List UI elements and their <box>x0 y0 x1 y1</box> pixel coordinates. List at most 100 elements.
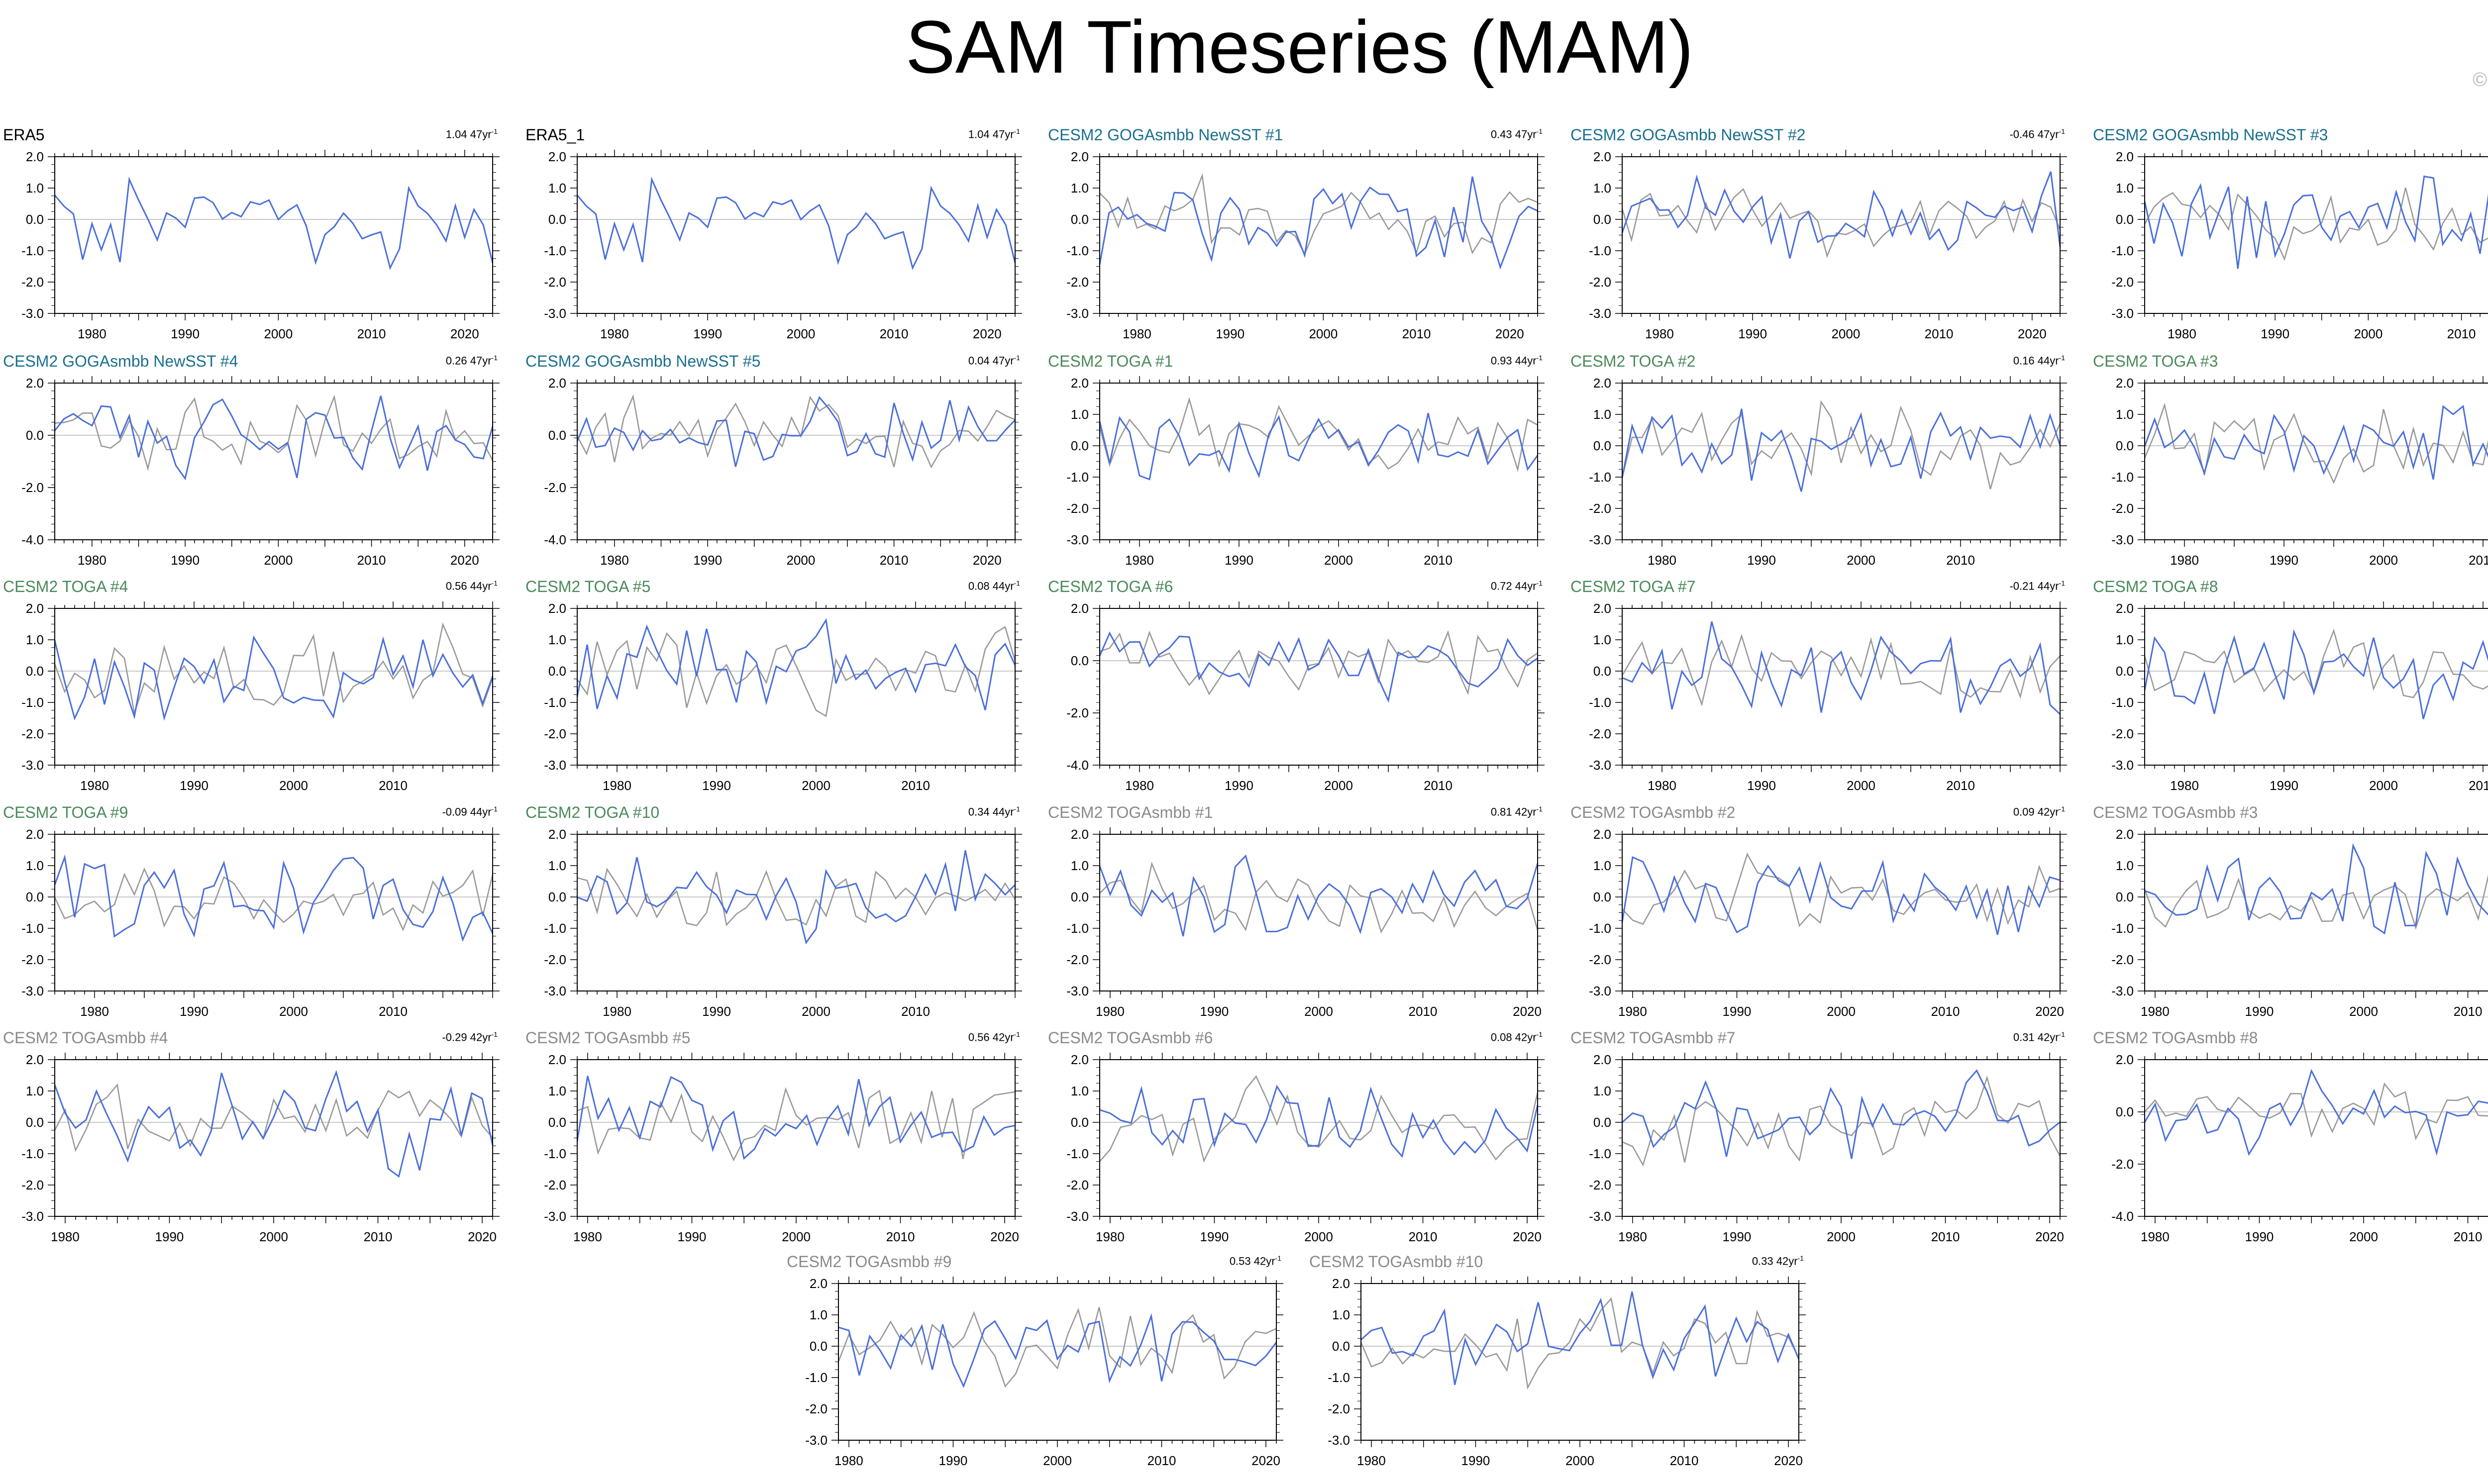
sam-panel: CESM2 TOGAsmbb #3-0.21 42yr-119801990200… <box>2090 804 2488 1023</box>
sam-panel: CESM2 GOGAsmbb NewSST #2 -0.46 47yr-1 1980… <box>1567 127 2067 346</box>
panel-title: CESM2 GOGAsmbb NewSST #3 <box>2093 126 2328 144</box>
x-tick-label: 1990 <box>1216 326 1244 341</box>
panel-plot: 1980 1990 2000 2010 2.0 1.0 0.0 -1.0 -2.0 -3.0 <box>1589 601 2067 793</box>
y-tick-label: -2.0 <box>21 726 44 741</box>
x-tick-label: 2020 <box>1495 326 1524 341</box>
x-tick-label: 2020 <box>2018 326 2047 341</box>
ensemble-mean-line <box>1621 633 2061 707</box>
plot-frame <box>1099 834 1538 991</box>
plot-frame <box>1622 156 2061 314</box>
y-tick-label: 2.0 <box>1593 149 1611 164</box>
sam-series-line <box>2144 404 2488 480</box>
sam-panel: CESM2 TOGAsmbb #4 -0.29 42yr-1 1980 1990 200… <box>0 1030 500 1249</box>
sam-panel: CESM2 TOGA #9 -0.09 44yr-1 1980 1990 2000 201… <box>0 803 500 1023</box>
y-tick-label: 0.0 <box>2116 438 2134 453</box>
y-tick-label: -2.0 <box>1066 705 1089 720</box>
x-tick-label: 2000 <box>802 778 830 793</box>
y-tick-label: -2.0 <box>1066 275 1089 290</box>
x-tick-label: 1980 <box>1618 1004 1647 1019</box>
panel-title: ERA5 <box>3 126 45 144</box>
y-tick-label: -3.0 <box>21 1209 44 1224</box>
x-tick-label: 1980 <box>600 553 629 568</box>
sam-panel: CESM2 TOGAsmbb #2 0.09 42yr-1 1980 1990 2000… <box>1567 804 2067 1023</box>
ensemble-mean-line <box>1621 188 2061 258</box>
x-tick-label: 1990 <box>1738 326 1767 341</box>
y-tick-label: -1.0 <box>1066 1146 1089 1161</box>
panel-title: CESM2 TOGA #9 <box>3 803 128 821</box>
sam-series-line <box>1621 856 2061 935</box>
y-tick-label: 0.0 <box>2116 890 2134 904</box>
y-tick-label: -2.0 <box>21 275 44 290</box>
panel-title: CESM2 TOGA #5 <box>525 578 651 595</box>
plot-frame <box>54 156 493 314</box>
y-tick-label: 1.0 <box>548 181 566 196</box>
panel-title: CESM2 TOGAsmbb #8 <box>2093 1029 2258 1047</box>
x-tick-label: 2010 <box>2469 778 2488 793</box>
y-tick-label: 0.0 <box>548 890 566 904</box>
y-tick-label: 1.0 <box>548 858 566 873</box>
x-tick-label: 2020 <box>1513 1229 1542 1244</box>
x-tick-label: 1980 <box>834 1453 863 1468</box>
sam-series-line <box>576 176 1016 270</box>
y-tick-label: 2.0 <box>1071 827 1089 842</box>
x-tick-label: 2010 <box>357 553 386 568</box>
panel-plot: 1980 1990 2000 2010 2020 2.0 1.0 0.0 -1.0 -2.0 -3.… <box>1066 827 1545 1019</box>
y-tick-label: -1.0 <box>1589 695 1611 710</box>
x-tick-label: 2020 <box>973 326 1002 341</box>
page-title: SAM Timeseries (MAM) <box>905 5 1694 89</box>
x-tick-label: 2010 <box>1424 778 1452 793</box>
panel-trend: -0.21 44yr-1 <box>2009 579 2065 593</box>
y-tick-label: 1.0 <box>1593 858 1611 873</box>
sam-series-line <box>1621 408 2061 492</box>
y-tick-label: -2.0 <box>21 1178 44 1192</box>
x-tick-label: 2010 <box>1946 553 1975 568</box>
panel-plot: 1980 1990 2000 2010 2.0 1.0 0.0 -1.0 -2.0 -3.0 <box>21 827 500 1019</box>
y-tick-label: -1.0 <box>1066 470 1089 485</box>
sam-panel: CESM2 TOGA #1 0.93 44yr-1 1980 1990 2000 2010… <box>1045 353 1545 572</box>
panel-plot: 1980 1990 2000 2010 2.0 1.0 0.0 -1.0 -2.0 -3.0 <box>1066 376 1545 568</box>
panel-title: CESM2 TOGAsmbb #3 <box>2093 803 2258 821</box>
x-tick-label: 2010 <box>1670 1453 1699 1468</box>
plot-frame <box>2144 156 2488 314</box>
y-tick-label: -1.0 <box>21 695 44 710</box>
plot-frame <box>54 608 493 766</box>
x-tick-label: 2000 <box>1827 1229 1856 1244</box>
y-tick-label: 1.0 <box>1593 1084 1611 1098</box>
x-tick-label: 2000 <box>786 326 815 341</box>
y-tick-label: 0.0 <box>1593 664 1611 679</box>
plot-frame <box>577 834 1016 991</box>
sam-panel: CESM2 TOGA #7 -0.21 44yr-1 1980 1990 2000 201… <box>1567 579 2067 797</box>
y-tick-label: -2.0 <box>2111 275 2134 290</box>
y-tick-label: -2.0 <box>2111 952 2134 967</box>
x-tick-label: 1990 <box>2270 553 2298 568</box>
sam-panel: CESM2 GOGAsmbb NewSST #31.24 47yr-119801… <box>2090 127 2488 346</box>
x-tick-label: 2000 <box>802 1004 830 1019</box>
x-tick-label: 2010 <box>901 1004 930 1019</box>
panel-plot: 1980 1990 2000 2010 2020 2.0 1.0 0.0 -1.0 -2.0 -3.… <box>1066 1052 1545 1244</box>
y-tick-label: 0.0 <box>1593 438 1611 453</box>
x-tick-label: 1980 <box>51 1229 80 1244</box>
ensemble-mean-line <box>576 626 1016 717</box>
y-tick-label: -3.0 <box>1066 532 1089 547</box>
panel-trend: 0.08 44yr-1 <box>968 579 1020 593</box>
y-tick-label: 2.0 <box>548 827 566 842</box>
y-tick-label: 2.0 <box>26 1052 44 1067</box>
y-tick-label: 0.0 <box>2116 1104 2134 1119</box>
sam-panel: CESM2 TOGAsmbb #10 0.33 42yr-1 1980 1990 200… <box>1306 1254 1806 1473</box>
y-tick-label: -2.0 <box>1066 501 1089 516</box>
x-tick-label: 2020 <box>450 326 479 341</box>
sam-panel: CESM2 TOGAsmbb #7 0.31 42yr-1 1980 1990 2000… <box>1567 1030 2067 1249</box>
y-tick-label: 0.0 <box>2116 212 2134 227</box>
y-tick-label: 1.0 <box>548 632 566 647</box>
y-tick-label: -3.0 <box>544 984 566 998</box>
sam-panel: ERA5_1 1.04 47yr-1 1980 1990 2000 2010 2020 2.0… <box>522 127 1022 346</box>
y-tick-label: 2.0 <box>26 827 44 842</box>
y-tick-label: 2.0 <box>810 1276 828 1291</box>
sam-panel: CESM2 TOGA #4 0.56 44yr-1 1980 1990 2000 2010… <box>0 579 500 797</box>
y-tick-label: -2.0 <box>2111 1157 2134 1172</box>
x-tick-label: 2010 <box>886 1229 915 1244</box>
y-tick-label: 2.0 <box>548 376 566 391</box>
sam-series-line <box>1622 1069 2061 1159</box>
y-tick-label: -3.0 <box>544 306 566 321</box>
panel-trend: 0.56 42yr-1 <box>968 1030 1020 1044</box>
